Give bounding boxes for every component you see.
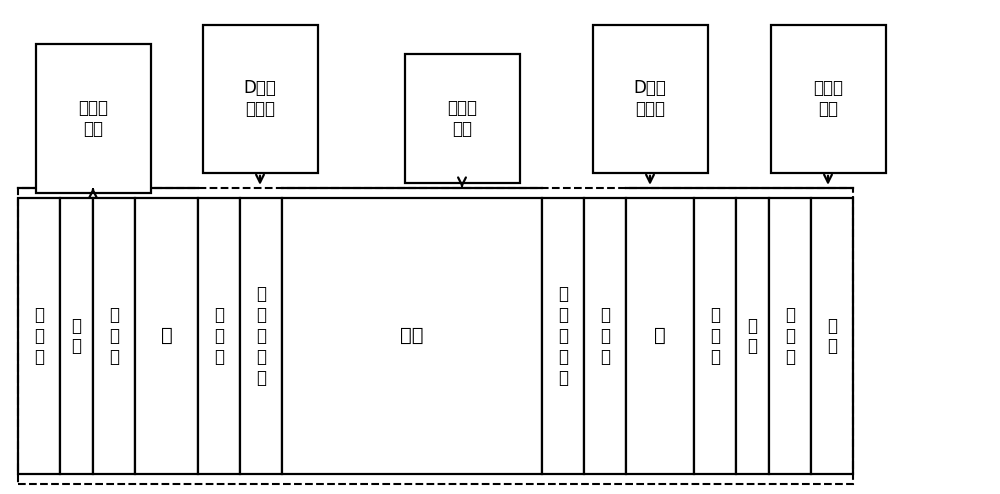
Text: 不
锈
钢: 不 锈 钢 (34, 306, 44, 366)
Bar (542, 198, 584, 474)
Bar (736, 198, 769, 474)
Bar (202, 25, 318, 173)
Bar (769, 198, 811, 474)
Bar (694, 198, 736, 474)
Bar (93, 198, 135, 474)
Bar (135, 198, 198, 474)
Bar (404, 54, 520, 183)
Bar (18, 188, 853, 484)
Text: 真空室
内壁: 真空室 内壁 (78, 99, 108, 138)
Text: 不
锈
钢: 不 锈 钢 (785, 306, 795, 366)
Bar (60, 198, 93, 474)
Text: 真
空: 真 空 (72, 317, 82, 355)
Text: 等离子
体区: 等离子 体区 (447, 99, 477, 138)
Bar (18, 198, 60, 474)
Text: 增
殖
板: 增 殖 板 (214, 306, 224, 366)
Text: 水: 水 (161, 327, 172, 345)
Text: 线
圈: 线 圈 (827, 317, 837, 355)
Bar (36, 44, 150, 193)
Text: 真空室
外壁: 真空室 外壁 (813, 80, 843, 118)
Bar (770, 25, 886, 173)
Text: D型包
层内壁: D型包 层内壁 (244, 80, 276, 118)
Text: 水: 水 (654, 327, 666, 345)
Bar (282, 198, 542, 474)
Bar (198, 198, 240, 474)
Text: 中
子
倍
增
板: 中 子 倍 增 板 (558, 286, 568, 386)
Text: 不
锈
钢: 不 锈 钢 (710, 306, 720, 366)
Bar (240, 198, 282, 474)
Text: 增
殖
板: 增 殖 板 (600, 306, 610, 366)
Text: 真空: 真空 (400, 327, 424, 345)
Text: D型包
层外壁: D型包 层外壁 (634, 80, 666, 118)
Bar (592, 25, 708, 173)
Text: 中
子
倍
增
板: 中 子 倍 增 板 (256, 286, 266, 386)
Bar (584, 198, 626, 474)
Bar (811, 198, 853, 474)
Bar (626, 198, 694, 474)
Text: 不
锈
钢: 不 锈 钢 (109, 306, 119, 366)
Text: 真
空: 真 空 (748, 317, 758, 355)
